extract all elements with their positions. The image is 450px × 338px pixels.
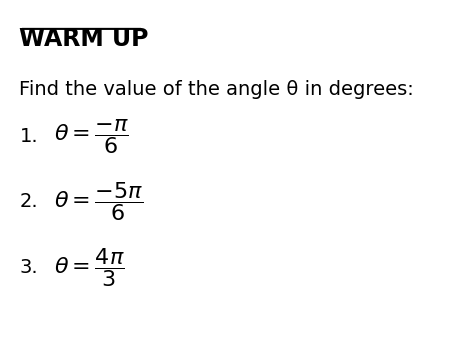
- Text: $\theta = \dfrac{4\pi}{3}$: $\theta = \dfrac{4\pi}{3}$: [54, 246, 125, 289]
- Text: $\theta = \dfrac{-\pi}{6}$: $\theta = \dfrac{-\pi}{6}$: [54, 117, 129, 155]
- Text: 3.: 3.: [19, 258, 38, 277]
- Text: WARM UP: WARM UP: [19, 27, 149, 51]
- Text: $\theta = \dfrac{-5\pi}{6}$: $\theta = \dfrac{-5\pi}{6}$: [54, 180, 143, 223]
- Text: 2.: 2.: [19, 192, 38, 212]
- Text: 1.: 1.: [19, 126, 38, 146]
- Text: Find the value of the angle θ in degrees:: Find the value of the angle θ in degrees…: [19, 80, 414, 99]
